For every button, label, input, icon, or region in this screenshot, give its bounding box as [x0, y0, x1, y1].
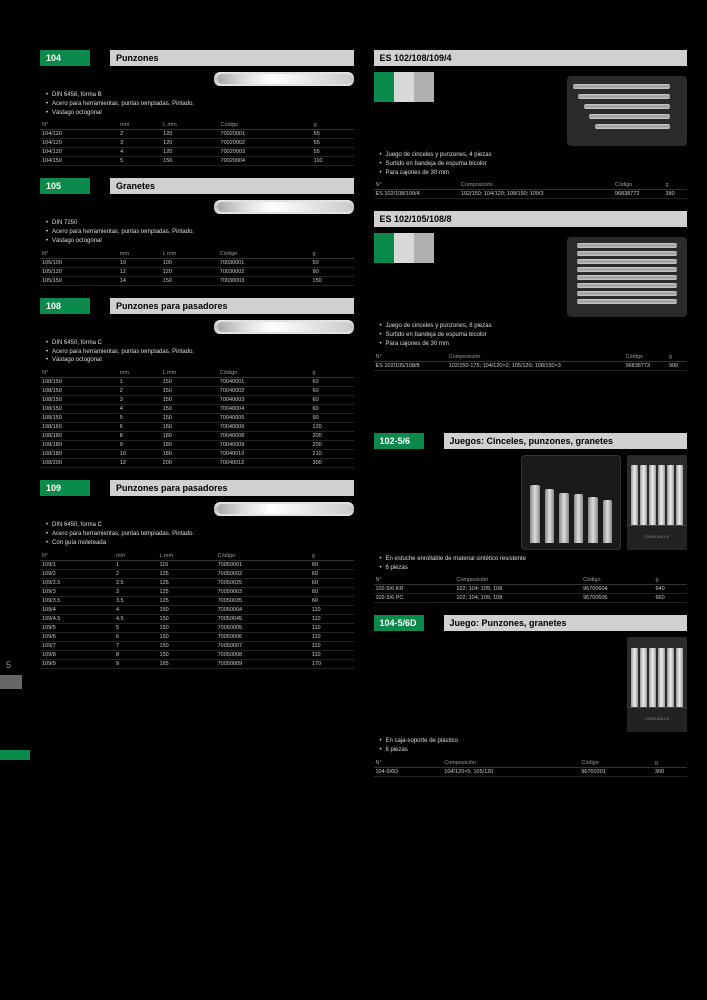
- section-105: 105 Granetes DIN 7250Acero para herramie…: [40, 178, 354, 285]
- product-description: DIN 6450, forma CAcero para herramientas…: [40, 522, 354, 547]
- product-code: 108: [40, 298, 90, 314]
- product-title: Juegos: Cinceles, punzones, granetes: [444, 433, 688, 449]
- section-104: 104 Punzones DIN 6458, forma BAcero para…: [40, 50, 354, 166]
- side-tab-green: [0, 750, 30, 760]
- left-column: 104 Punzones DIN 6458, forma BAcero para…: [40, 50, 354, 789]
- product-title: Punzones: [110, 50, 354, 66]
- product-images-102-5-6: STAHLWILLE: [374, 455, 688, 550]
- spec-table-es2: N°ComposiciónCódigog ES 102/105/108/8102…: [374, 353, 688, 371]
- product-image-105: [214, 200, 354, 214]
- spec-table-109: N°mmL mmCódigog 109/111157005000160 109/…: [40, 552, 354, 669]
- product-description: DIN 6458, forma BAcero para herramientas…: [40, 92, 354, 117]
- spec-table-105: N°mmL mmCódigog 105/100101007003000150 1…: [40, 250, 354, 286]
- product-description: Juego de cinceles y punzones, 8 piezasSu…: [374, 323, 688, 348]
- product-image-es1: [567, 76, 687, 146]
- product-description: En caja-soporte de plástico6 piezas: [374, 738, 688, 755]
- stand-case-image: STAHLWILLE: [627, 637, 687, 732]
- product-description: Juego de cinceles y punzones, 4 piezasSu…: [374, 152, 688, 177]
- product-title: Granetes: [110, 178, 354, 194]
- section-104-5-6d: 104-5/6D Juego: Punzones, granetes STAHL…: [374, 615, 688, 777]
- product-code: 105: [40, 178, 90, 194]
- section-108: 108 Punzones para pasadores DIN 6450, fo…: [40, 298, 354, 468]
- foam-color-swatch: [374, 72, 434, 102]
- section-102-5-6: 102-5/6 Juegos: Cinceles, punzones, gran…: [374, 433, 688, 604]
- product-image-108: [214, 320, 354, 334]
- product-code: 104: [40, 50, 90, 66]
- product-title: Juego: Punzones, granetes: [444, 615, 688, 631]
- side-tab-grey: [0, 675, 22, 689]
- product-title: Punzones para pasadores: [110, 298, 354, 314]
- product-description: DIN 6450, forma CAcero para herramientas…: [40, 340, 354, 365]
- spec-table-108: N°mmL mmCódigog 108/15011507004000160 10…: [40, 369, 354, 468]
- stand-case-image: STAHLWILLE: [627, 455, 687, 550]
- product-image-104: [214, 72, 354, 86]
- section-109: 109 Punzones para pasadores DIN 6450, fo…: [40, 480, 354, 668]
- side-page-number: 5: [6, 660, 11, 670]
- section-es-102-105-108-8: ES 102/105/108/8 Juego de cinceles y pun…: [374, 211, 688, 370]
- right-column: ES 102/108/109/4 Juego de cinceles y pun…: [374, 50, 688, 789]
- spec-table-1025: N°ComposiciónCódigog 102-5/6 KR102; 104;…: [374, 576, 688, 603]
- product-code: ES 102/105/108/8: [374, 211, 688, 227]
- product-code: 109: [40, 480, 90, 496]
- product-code: 102-5/6: [374, 433, 424, 449]
- section-es-102-108-109-4: ES 102/108/109/4 Juego de cinceles y pun…: [374, 50, 688, 199]
- product-title: Punzones para pasadores: [110, 480, 354, 496]
- product-images-104-5-6d: STAHLWILLE: [374, 637, 688, 732]
- product-image-109: [214, 502, 354, 516]
- spec-table-104: N°mmL mmCódigog 104/12021207002000155 10…: [40, 121, 354, 166]
- foam-color-swatch: [374, 233, 434, 263]
- product-code: ES 102/108/109/4: [374, 50, 688, 66]
- product-description: En estuche enrollable de material sintét…: [374, 556, 688, 573]
- product-description: DIN 7250Acero para herramientas, puntas …: [40, 220, 354, 245]
- roll-case-image: [521, 455, 621, 550]
- product-code: 104-5/6D: [374, 615, 424, 631]
- spec-table-es1: N°ComposiciónCódigog ES 102/108/109/4102…: [374, 181, 688, 199]
- product-image-es2: [567, 237, 687, 317]
- spec-table-1045: N°ComposiciónCódigog 104-5/6D104/120×5; …: [374, 759, 688, 777]
